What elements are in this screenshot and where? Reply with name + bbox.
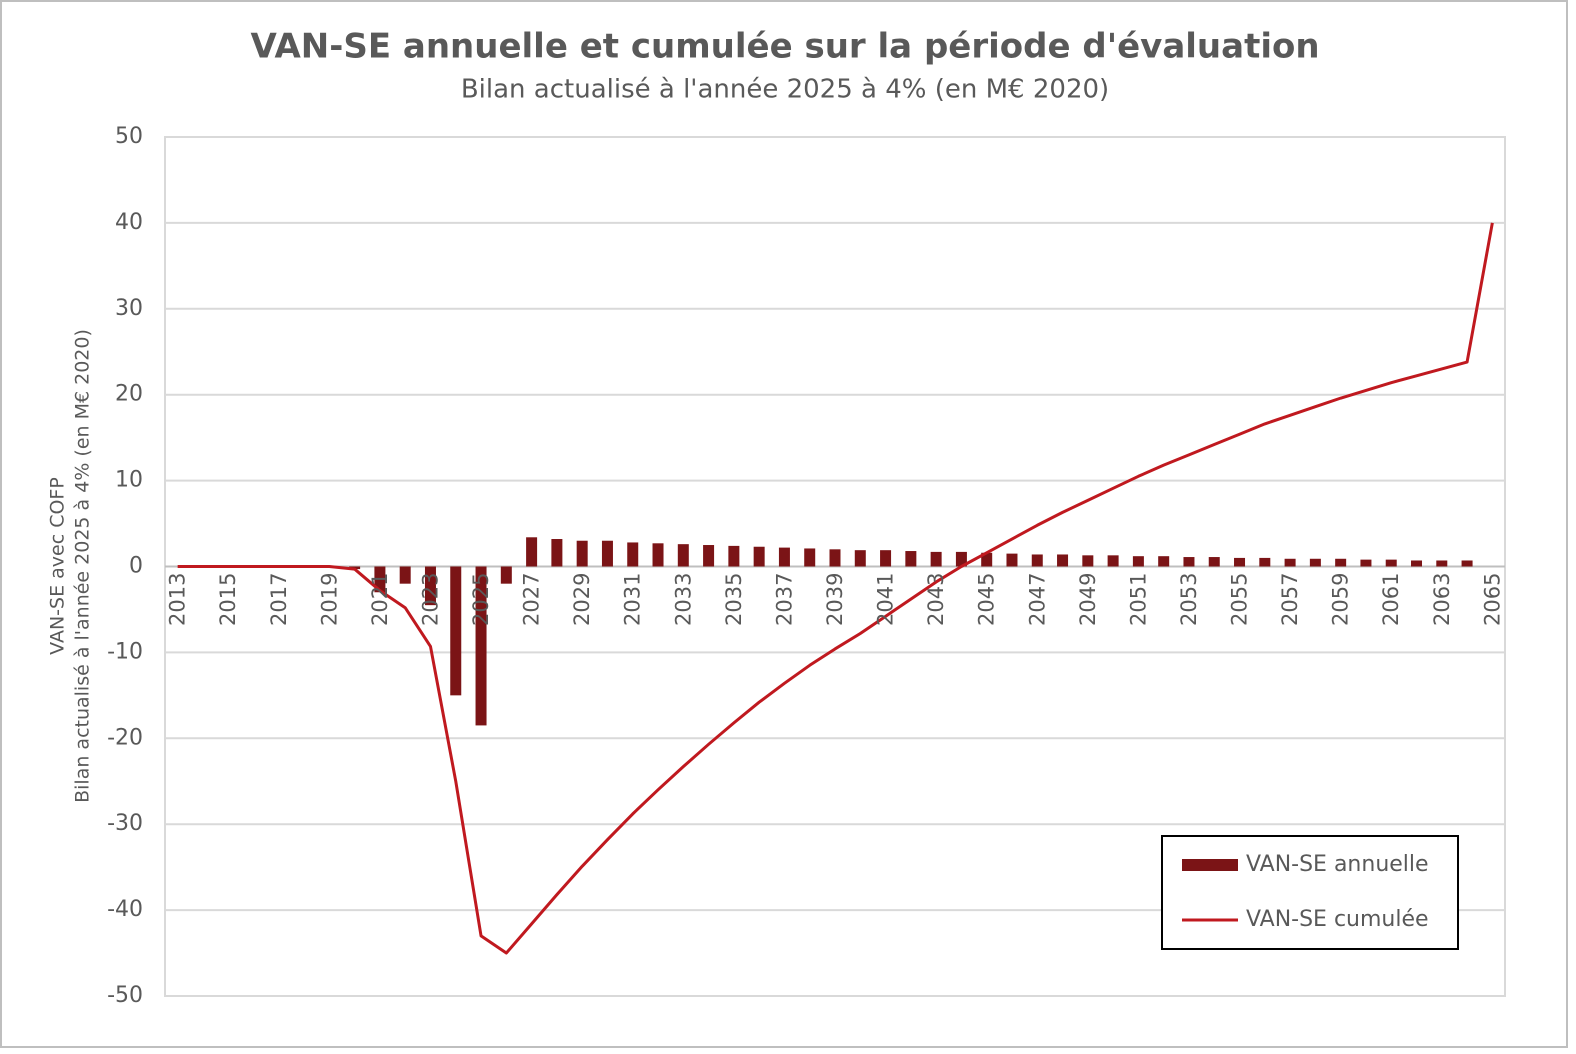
x-tick-label: 2017 bbox=[267, 573, 291, 626]
legend-label: VAN-SE cumulée bbox=[1246, 907, 1429, 932]
bar bbox=[1436, 560, 1448, 567]
y-tick-label: 30 bbox=[115, 296, 143, 321]
bar bbox=[399, 566, 411, 584]
x-tick-label: 2019 bbox=[317, 573, 341, 626]
x-tick-label: 2029 bbox=[570, 573, 594, 626]
x-tick-label: 2049 bbox=[1076, 573, 1100, 626]
bar bbox=[551, 539, 563, 567]
y-tick-label: 20 bbox=[115, 382, 143, 407]
bar bbox=[829, 549, 841, 567]
bar bbox=[753, 546, 765, 567]
x-tick-label: 2053 bbox=[1177, 573, 1201, 626]
x-tick-label: 2061 bbox=[1379, 573, 1403, 626]
bar bbox=[1107, 555, 1119, 567]
y-tick-label: 50 bbox=[115, 124, 143, 149]
y-tick-label: 10 bbox=[115, 468, 143, 493]
x-tick-label: 2013 bbox=[166, 573, 190, 626]
bar bbox=[601, 540, 613, 567]
x-tick-label: 2021 bbox=[368, 573, 392, 626]
bar bbox=[1132, 556, 1144, 567]
y-tick-label: -30 bbox=[107, 811, 143, 836]
bar bbox=[1360, 559, 1372, 567]
y-tick-label: -20 bbox=[107, 725, 143, 750]
bar bbox=[424, 566, 436, 606]
x-tick-label: 2043 bbox=[924, 573, 948, 626]
bar bbox=[627, 542, 639, 567]
bar bbox=[526, 537, 538, 567]
x-tick-label: 2065 bbox=[1480, 573, 1504, 626]
x-tick-label: 2051 bbox=[1126, 573, 1150, 626]
bar bbox=[500, 566, 512, 584]
x-tick-label: 2025 bbox=[469, 573, 493, 626]
bar bbox=[955, 551, 967, 567]
bar bbox=[1006, 553, 1018, 567]
bar bbox=[1259, 557, 1271, 567]
y-tick-label: 40 bbox=[115, 210, 143, 235]
x-tick-label: 2015 bbox=[216, 573, 240, 626]
bar bbox=[1234, 557, 1246, 567]
bar bbox=[450, 566, 462, 696]
x-tick-label: 2059 bbox=[1329, 573, 1353, 626]
bar bbox=[880, 550, 892, 567]
x-tick-label: 2055 bbox=[1228, 573, 1252, 626]
bar bbox=[1082, 555, 1094, 567]
bar bbox=[703, 545, 715, 567]
x-tick-label: 2047 bbox=[1025, 573, 1049, 626]
x-tick-label: 2031 bbox=[621, 573, 645, 626]
line bbox=[177, 222, 1494, 955]
bar bbox=[1385, 559, 1397, 567]
bar bbox=[1158, 556, 1170, 567]
chart-subtitle: Bilan actualisé à l'année 2025 à 4% (en … bbox=[461, 75, 1109, 105]
bar bbox=[1031, 554, 1043, 567]
bar bbox=[905, 551, 917, 567]
bar bbox=[1284, 558, 1296, 567]
x-tick-label: 2027 bbox=[520, 573, 544, 626]
bar bbox=[677, 544, 689, 567]
bar bbox=[1461, 560, 1473, 567]
legend-swatch bbox=[1182, 859, 1238, 871]
bar bbox=[1208, 557, 1220, 567]
legend-label: VAN-SE annuelle bbox=[1246, 852, 1429, 877]
bar bbox=[652, 543, 664, 567]
y-tick-label: -50 bbox=[107, 983, 143, 1008]
x-tick-label: 2063 bbox=[1430, 573, 1454, 626]
bar bbox=[778, 547, 790, 567]
y-tick-label: -10 bbox=[107, 639, 143, 664]
bar bbox=[1411, 560, 1423, 567]
bar bbox=[981, 552, 993, 567]
x-tick-label: 2037 bbox=[772, 573, 796, 626]
x-tick-label: 2045 bbox=[975, 573, 999, 626]
x-tick-label: 2033 bbox=[671, 573, 695, 626]
bar bbox=[475, 566, 487, 726]
chart-title: VAN-SE annuelle et cumulée sur la périod… bbox=[250, 27, 1319, 67]
bar bbox=[728, 545, 740, 567]
y-tick-label: 0 bbox=[129, 554, 143, 579]
bar bbox=[374, 566, 386, 593]
y-tick-label: -40 bbox=[107, 897, 143, 922]
x-tick-label: 2057 bbox=[1278, 573, 1302, 626]
bar bbox=[854, 550, 866, 567]
y-axis-title: Bilan actualisé à l'année 2025 à 4% (en … bbox=[72, 329, 94, 803]
y-axis-title: VAN-SE avec COFP bbox=[47, 477, 69, 655]
x-tick-label: 2035 bbox=[722, 573, 746, 626]
bar bbox=[1309, 558, 1321, 567]
bar bbox=[804, 548, 816, 567]
x-tick-label: 2041 bbox=[874, 573, 898, 626]
x-tick-label: 2023 bbox=[418, 573, 442, 626]
bar bbox=[576, 540, 588, 567]
bar bbox=[1335, 558, 1347, 567]
bar bbox=[930, 551, 942, 567]
bar bbox=[1183, 557, 1195, 567]
bar bbox=[1057, 554, 1069, 567]
legend-box bbox=[1161, 835, 1459, 950]
x-tick-label: 2039 bbox=[823, 573, 847, 626]
